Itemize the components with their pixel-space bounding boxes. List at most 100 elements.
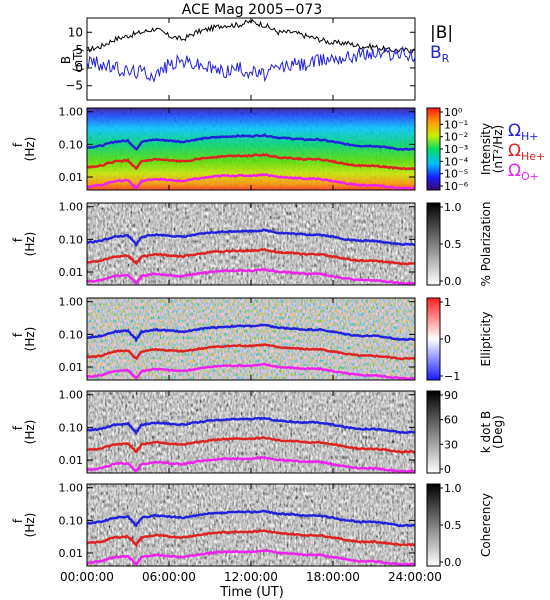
legend-symbol: Ω [508, 161, 521, 181]
y-axis-label: B [59, 56, 73, 64]
y-tick-label: 0.10 [59, 233, 84, 246]
y-tick-label: 1.00 [59, 106, 84, 119]
gyrofrequency-line [86, 436, 416, 454]
colorbar-tick-label: 90 [444, 389, 458, 402]
colorbar-unit: (Deg) [491, 415, 505, 449]
colorbar [426, 202, 441, 286]
gyrofrequency-line [86, 343, 416, 361]
gyrofrequency-line [86, 509, 416, 528]
y-tick-label: 5 [75, 43, 83, 57]
colorbar-tick-label: 1.0 [444, 482, 462, 495]
colorbar [426, 483, 441, 567]
x-tick-label: 00:00:00 [60, 570, 114, 584]
y-tick-label: 1.00 [59, 296, 84, 309]
y-axis-label: f [11, 142, 25, 147]
series-line-br [86, 45, 416, 84]
colorbar-label: Ellipticity [479, 312, 493, 367]
legend-subscript: H+ [521, 130, 539, 143]
y-tick-label: 1.00 [59, 201, 84, 214]
colorbar-tick-label: 10⁻⁶ [444, 180, 469, 193]
y-axis-label: f [11, 332, 25, 337]
y-tick-label: 1.00 [59, 389, 84, 402]
legend-he-plus: ΩHe+ [508, 141, 545, 163]
gyrofrequency-line [86, 549, 416, 567]
colorbar-tick-label: 10⁻³ [444, 143, 468, 156]
legend-subscript: He+ [521, 150, 545, 163]
legend-h-plus: ΩH+ [508, 121, 539, 143]
colorbar-tick-label: 0 [444, 333, 451, 346]
y-tick-label: 1.00 [59, 482, 84, 495]
colorbar-tick-label: 1 [444, 296, 451, 309]
gyrofrequency-line [86, 362, 416, 381]
colorbar-label: Intensity [479, 123, 493, 175]
gyrofrequency-line [86, 132, 416, 152]
legend-br-label: B [430, 43, 442, 63]
colorbar-label: % Polarization [479, 202, 493, 287]
kdotb-panel: 1.00 0.10 0.01 f(Hz) 90 60 30 0 k dot B(Deg) [11, 389, 505, 476]
colorbar-tick-label: 10⁻² [444, 131, 468, 144]
colorbar-tick-label: 10⁻⁴ [444, 155, 469, 168]
gyrofrequency-line [86, 152, 416, 171]
y-axis-unit: (Hz) [23, 137, 37, 162]
colorbar [426, 107, 441, 191]
polarization-panel: 1.00 0.10 0.01 f(Hz) 1.0 0.5 0.0 % Polarization [11, 201, 493, 288]
gyrofrequency-line [86, 247, 416, 266]
gyrofrequency-line [86, 455, 416, 474]
coherency-panel: 1.00 0.10 0.01 f(Hz) 1.0 0.5 0.0 Coherency [11, 482, 493, 569]
y-axis-label: f [11, 237, 25, 242]
intensity-panel: 1.00 0.10 0.01 f(Hz) 10⁰10⁻¹10⁻²10⁻³10⁻⁴10⁻⁵… [11, 106, 545, 193]
y-tick-label: 0.01 [59, 171, 84, 184]
colorbar-tick-label: 1.0 [444, 201, 462, 214]
chart-title: ACE Mag 2005−073 [182, 2, 322, 18]
y-tick-label: 0.10 [59, 328, 84, 341]
legend-subscript: O+ [521, 170, 539, 183]
colorbar-tick-label: 10⁰ [444, 106, 463, 119]
time-axis: 00:00:00 06:00:00 12:00:00 18:00:00 24:00:00 [60, 18, 442, 584]
colorbar-unit: (nT²/Hz) [491, 125, 505, 173]
legend-o-plus: ΩO+ [508, 161, 539, 183]
y-axis-unit: (Hz) [23, 327, 37, 352]
panel-frame [86, 17, 416, 101]
legend-b-magnitude: |B| [430, 23, 453, 43]
x-tick-label: 18:00:00 [306, 570, 360, 584]
colorbar-tick-label: −1 [444, 370, 460, 383]
ellipticity-panel: 1.00 0.10 0.01 f(Hz) 1 0 −1 Ellipticity [11, 296, 493, 383]
gyrofrequency-line [86, 172, 416, 191]
colorbar [426, 390, 441, 474]
colorbar-tick-label: 10⁻⁵ [444, 168, 468, 181]
colorbar-tick-label: 0 [444, 463, 451, 476]
gyrofrequency-line [86, 323, 416, 343]
x-tick-label: 24:00:00 [388, 570, 442, 584]
x-tick-label: 06:00:00 [142, 570, 196, 584]
colorbar-tick-label: 0.0 [444, 556, 462, 569]
y-tick-label: 0.01 [59, 361, 84, 374]
colorbar [426, 297, 441, 381]
gyrofrequency-line [86, 228, 416, 248]
colorbar-tick-label: 10⁻¹ [444, 118, 468, 131]
y-tick-label: 0.01 [59, 266, 84, 279]
colorbar-tick-label: 30 [444, 438, 458, 451]
colorbar-tick-label: 60 [444, 414, 458, 427]
y-axis-unit: (nT) [71, 48, 85, 72]
y-axis-unit: (Hz) [23, 232, 37, 257]
y-tick-label: 0.10 [59, 421, 84, 434]
colorbar-tick-label: 0.5 [444, 519, 462, 532]
gyrofrequency-line [86, 416, 416, 436]
y-tick-label: 0.10 [59, 514, 84, 527]
legend-symbol: Ω [508, 141, 521, 161]
y-tick-label: 0.01 [59, 454, 84, 467]
legend-br-sub: R [442, 52, 450, 65]
y-axis-label: f [11, 425, 25, 430]
y-tick-label: 10 [68, 25, 83, 39]
colorbar-label: k dot B [479, 411, 493, 453]
y-tick-label: 0.10 [59, 138, 84, 151]
gyrofrequency-line [86, 267, 416, 286]
x-tick-label: 12:00:00 [224, 570, 278, 584]
y-tick-label: 0.01 [59, 547, 84, 560]
y-axis-unit: (Hz) [23, 513, 37, 538]
colorbar-label: Coherency [479, 493, 493, 557]
legend-symbol: Ω [508, 121, 521, 141]
y-tick-label: 0 [75, 61, 83, 75]
